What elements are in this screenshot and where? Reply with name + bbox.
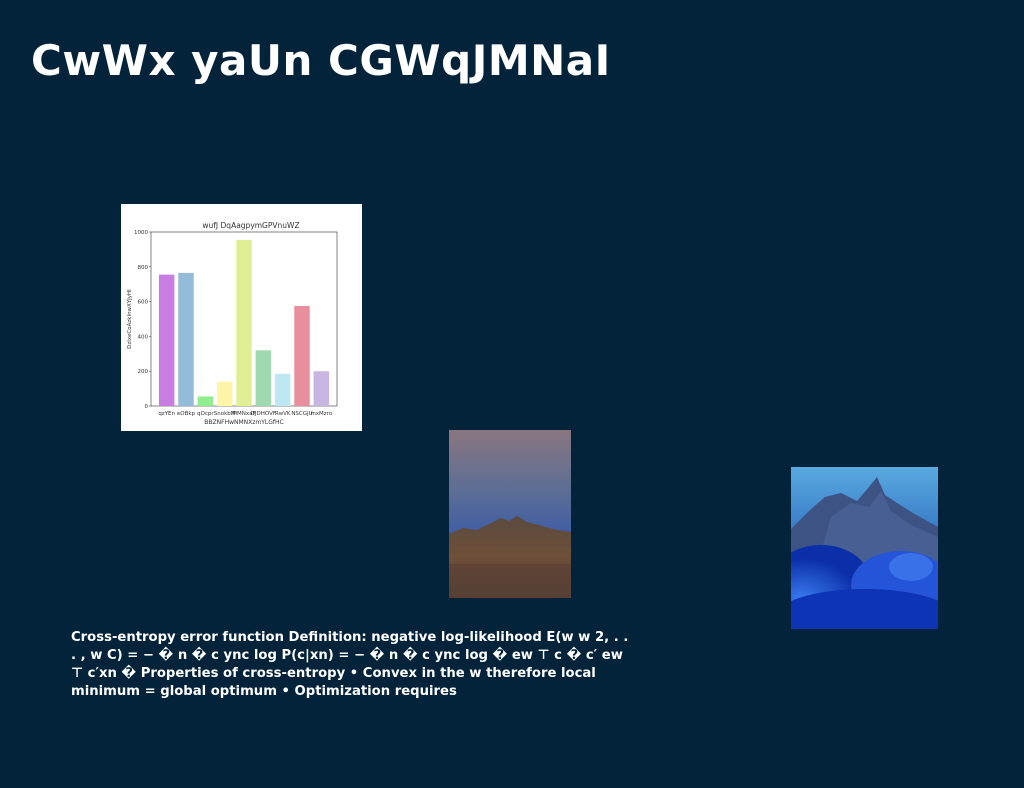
mountain-dusk-photo: [449, 430, 571, 598]
y-tick-label: 0: [145, 404, 149, 410]
x-tick-label: mxMzro: [310, 411, 332, 417]
x-tick-label: MMNxaF: [232, 411, 255, 417]
bar-DJDHOVF: [255, 350, 272, 406]
blue-clouds-mountain-photo: [791, 467, 938, 629]
bar-qzYEn: [158, 274, 175, 406]
y-tick-label: 600: [138, 300, 149, 306]
x-tick-label: NSCGJU: [291, 411, 312, 417]
y-tick-label: 1000: [134, 230, 148, 236]
y-tick-label: 400: [138, 334, 149, 340]
bar-NSCGJU: [294, 305, 310, 406]
bar-eOBkp: [178, 272, 194, 406]
bar-chart-svg: wufJ DqAagpymGPVnuWZ 0 200 400 600 800 1000 q…: [127, 221, 338, 426]
y-axis-label: DzIxeCoAzkInwXYJyHI: [127, 289, 133, 349]
x-axis-label: BBZNFHwNMNXzmYLGfHC: [204, 419, 283, 426]
x-tick-label: qzYEn: [158, 411, 175, 417]
y-tick-label: 200: [138, 369, 149, 375]
bar-RwVK: [274, 373, 291, 406]
x-tick-label: RwVK: [275, 411, 291, 417]
bar-qOcpr: [197, 396, 214, 406]
chart-title: wufJ DqAagpymGPVnuWZ: [202, 221, 299, 230]
x-tick-label: DJDHOVF: [251, 411, 276, 417]
y-axis-ticks: 0 200 400 600 800 1000: [134, 230, 151, 410]
bars-group: [158, 239, 330, 406]
x-tick-label: eOBkp: [177, 411, 196, 417]
bar-SnokbM: [216, 381, 233, 406]
bar-mxMzro: [313, 371, 330, 406]
slide-title: CwWx yaUn CGWqJMNaI: [31, 36, 611, 85]
x-tick-label: SnokbM: [214, 411, 236, 417]
slide-body-text: Cross-entropy error function Definition:…: [71, 630, 629, 699]
x-tick-label: qOcpr: [197, 411, 214, 417]
bar-MMNxaF: [236, 239, 252, 406]
bar-chart: wufJ DqAagpymGPVnuWZ 0 200 400 600 800 1000 q…: [121, 204, 362, 431]
y-tick-label: 800: [138, 265, 149, 271]
